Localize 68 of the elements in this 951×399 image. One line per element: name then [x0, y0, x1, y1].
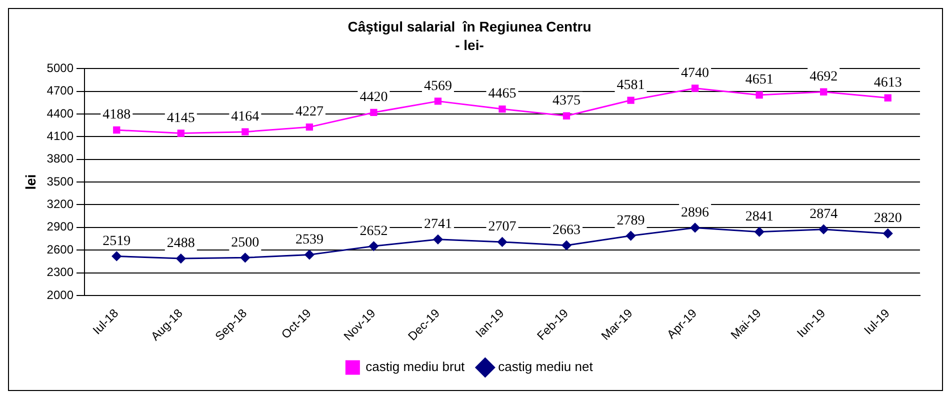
- point: [112, 251, 122, 261]
- data-label: 2519: [102, 234, 131, 249]
- y-tick-label: 4700: [46, 84, 74, 98]
- point: [434, 98, 442, 105]
- point: [691, 84, 699, 92]
- data-label: 4465: [488, 86, 516, 102]
- data-label: 2820: [874, 211, 902, 226]
- data-label: 4740: [681, 66, 710, 81]
- point: [690, 222, 700, 232]
- y-tick-label: 3500: [46, 174, 74, 188]
- data-label: 4145: [166, 110, 195, 126]
- point: [562, 112, 570, 120]
- point: [754, 227, 764, 237]
- y-tick-label: 4100: [46, 128, 74, 143]
- point: [883, 228, 893, 238]
- legend-label: castig mediu net: [498, 359, 594, 374]
- point: [176, 254, 186, 264]
- data-label: 2874: [810, 207, 838, 222]
- point: [498, 237, 507, 247]
- chart-title: Câştigul salarial în Regiunea Centru: [348, 18, 592, 34]
- data-label: 2707: [488, 220, 516, 235]
- y-tick-label: 3800: [46, 152, 74, 166]
- point: [562, 240, 572, 250]
- data-label: 4651: [745, 72, 774, 88]
- data-label: 2488: [166, 236, 195, 252]
- point: [433, 234, 443, 244]
- data-label: 4375: [552, 94, 581, 109]
- data-label: 4420: [360, 90, 388, 106]
- point: [884, 94, 892, 102]
- point: [820, 88, 828, 96]
- data-label: 2663: [552, 222, 581, 238]
- data-label: 4227: [295, 104, 324, 120]
- point: [306, 123, 314, 131]
- point: [242, 128, 249, 136]
- y-tick-label: 2600: [46, 242, 74, 256]
- point: [113, 126, 120, 134]
- point: [368, 241, 378, 251]
- data-label: 4569: [424, 78, 452, 94]
- point: [240, 252, 250, 262]
- data-label: 4581: [616, 78, 645, 93]
- data-label: 2789: [616, 213, 645, 228]
- point: [304, 250, 314, 260]
- data-label: 4188: [102, 108, 131, 123]
- point: [626, 231, 636, 241]
- y-tick-label: 2000: [46, 288, 74, 302]
- data-label: 2500: [231, 235, 260, 250]
- point: [818, 224, 828, 234]
- data-label: 4613: [874, 76, 902, 91]
- y-tick-label: 2900: [46, 220, 74, 234]
- y-axis-title: lei: [22, 174, 38, 190]
- data-label: 4164: [231, 109, 260, 124]
- legend-label: castig mediu brut: [366, 359, 466, 374]
- data-label: 2652: [360, 224, 388, 239]
- point: [756, 91, 763, 99]
- data-label: 4692: [810, 70, 838, 85]
- point: [370, 108, 378, 116]
- chart-subtitle: - lei-: [455, 37, 484, 54]
- data-label: 2841: [745, 210, 774, 225]
- point: [177, 130, 184, 137]
- y-tick-label: 5000: [46, 60, 74, 75]
- data-label: 2896: [681, 205, 710, 220]
- y-tick-label: 2300: [46, 265, 74, 280]
- data-label: 2741: [424, 217, 452, 232]
- y-tick-label: 4400: [46, 106, 74, 120]
- point: [498, 105, 506, 113]
- point: [627, 96, 634, 104]
- data-label: 2539: [295, 232, 324, 248]
- y-tick-label: 3200: [46, 197, 74, 212]
